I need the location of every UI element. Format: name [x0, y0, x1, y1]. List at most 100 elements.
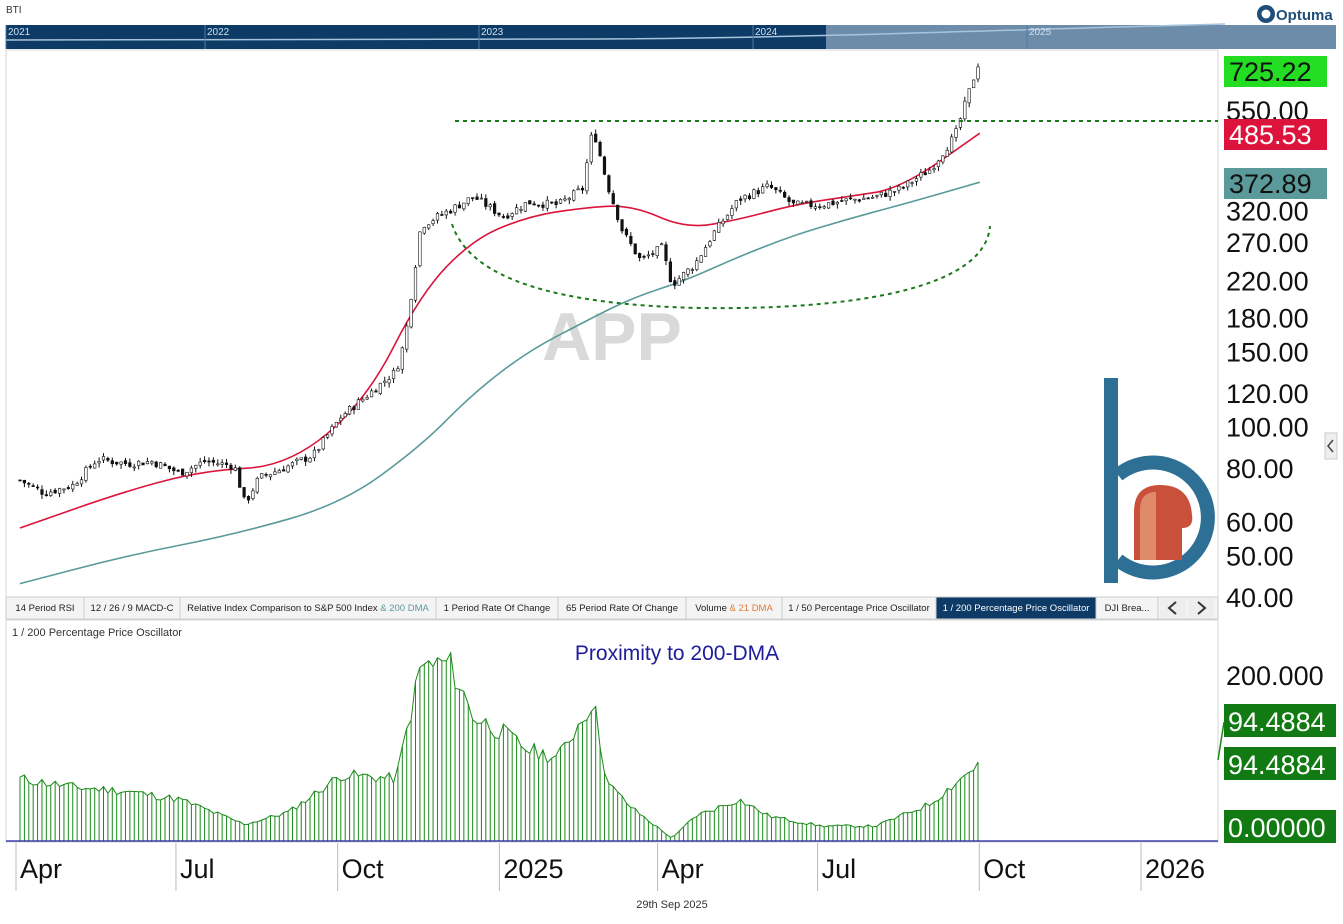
date-navigator[interactable]: 2021 2022 2023 2024 2025	[5, 23, 1336, 49]
candle	[220, 459, 224, 468]
side-panel-handle[interactable]	[1324, 432, 1338, 460]
tab-scroll-right-button[interactable]	[1188, 598, 1214, 618]
candle	[541, 201, 545, 211]
candle	[580, 185, 585, 194]
oscillator-value-1: 94.4884	[1228, 707, 1326, 737]
indicator-tab[interactable]: 1 / 50 Percentage Price Oscillator	[781, 596, 937, 620]
candle	[932, 164, 936, 173]
candle	[422, 226, 426, 235]
svg-text:Relative Index Comparison to S: Relative Index Comparison to S&P 500 Ind…	[187, 603, 429, 614]
candle	[651, 250, 655, 258]
candle	[866, 196, 870, 200]
navigator-year[interactable]: 2025	[1026, 25, 1052, 49]
candle	[506, 212, 510, 220]
candle	[765, 180, 769, 189]
candle	[848, 193, 853, 201]
indicator-tab[interactable]: 14 Period RSI	[5, 596, 85, 620]
candle	[660, 242, 664, 246]
candle	[374, 388, 378, 393]
candle	[326, 434, 330, 440]
candle	[585, 159, 589, 195]
candle	[673, 276, 677, 290]
candle	[31, 483, 35, 487]
candle	[387, 375, 391, 388]
svg-text:2023: 2023	[481, 27, 504, 38]
candle	[668, 258, 672, 283]
candle	[409, 298, 413, 329]
candle	[150, 460, 154, 466]
indicator-tabs[interactable]: 14 Period RSI 12 / 26 / 9 MACD-C Relative …	[5, 596, 1219, 620]
candle	[185, 471, 189, 479]
candle	[176, 469, 180, 473]
indicator-tab[interactable]: Relative Index Comparison to S&P 500 Ind…	[179, 596, 437, 620]
candle	[79, 476, 84, 487]
candle	[413, 265, 418, 303]
candle	[840, 196, 844, 202]
indicator-tab[interactable]: 1 Period Rate Of Change	[435, 596, 559, 620]
sma-200-line	[19, 181, 981, 585]
indicator-tab[interactable]: 65 Period Rate Of Change	[557, 596, 687, 620]
candle	[251, 488, 255, 501]
oscillator-pane[interactable]	[5, 619, 1219, 843]
candle	[752, 188, 756, 200]
candle	[805, 200, 809, 204]
candle	[888, 185, 892, 201]
indicator-tab[interactable]: Volume & 21 DMA	[685, 596, 783, 620]
candle	[427, 224, 431, 230]
candle	[976, 63, 980, 83]
candle	[449, 209, 453, 214]
sma-50-path	[19, 132, 981, 529]
chevron-left-icon	[1327, 439, 1334, 453]
indicator-tab[interactable]: DJI Brea...	[1095, 596, 1159, 620]
candle	[431, 218, 435, 227]
candle	[563, 195, 567, 202]
candle	[826, 202, 831, 209]
candle	[484, 194, 488, 210]
candle	[453, 203, 457, 216]
candle	[93, 460, 97, 469]
candle	[255, 476, 259, 494]
svg-text:1 / 50 Percentage Price Oscill: 1 / 50 Percentage Price Oscillator	[788, 603, 930, 614]
price-tick-label: 150.00	[1226, 337, 1309, 367]
chevron-left-icon	[1167, 601, 1177, 615]
navigator-year[interactable]: 2022	[204, 25, 230, 49]
indicator-tab[interactable]: 1 / 200 Percentage Price Oscillator	[935, 596, 1097, 620]
candle	[242, 487, 246, 499]
candle	[655, 245, 659, 259]
tab-scroll-left-button[interactable]	[1160, 598, 1186, 618]
candle	[972, 79, 976, 88]
candle	[66, 485, 70, 490]
candle	[53, 488, 57, 494]
candle	[928, 167, 932, 174]
oscillator-axis: 200.000	[1226, 661, 1324, 691]
candle	[642, 254, 646, 260]
candle	[339, 414, 343, 426]
navigator-year[interactable]: 2023	[478, 25, 504, 49]
candle	[638, 252, 642, 262]
candle	[189, 465, 193, 477]
navigator-year[interactable]: 2024	[752, 25, 778, 49]
candle	[207, 457, 211, 467]
candle	[216, 459, 220, 467]
rounded-base-arc[interactable]	[451, 223, 991, 310]
candle	[295, 457, 299, 466]
candle	[967, 88, 971, 108]
candle	[290, 461, 295, 469]
candle	[901, 186, 905, 190]
candle	[796, 200, 800, 205]
candle	[27, 481, 31, 488]
candle	[18, 479, 22, 482]
navigator-window[interactable]	[826, 25, 1336, 49]
candle	[378, 382, 382, 396]
indicator-tab[interactable]: 12 / 26 / 9 MACD-C	[83, 596, 181, 620]
candle	[435, 211, 440, 224]
candle	[224, 458, 229, 469]
navigator-year[interactable]: 2021	[5, 25, 31, 49]
candle	[607, 174, 611, 195]
candle	[831, 198, 835, 206]
candle	[330, 424, 334, 437]
oscillator-value-2: 94.4884	[1228, 750, 1326, 780]
candle	[857, 198, 861, 203]
